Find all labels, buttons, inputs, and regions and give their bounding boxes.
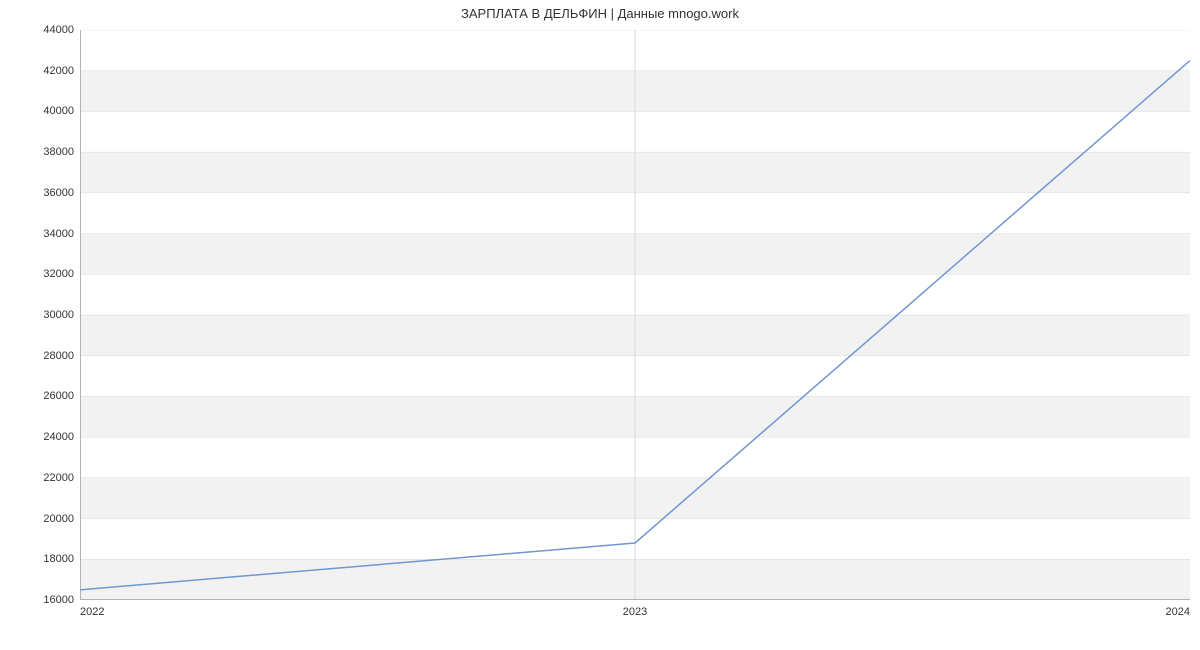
x-tick-label: 2023 <box>623 606 647 618</box>
y-tick-label: 26000 <box>43 390 74 402</box>
y-tick-label: 42000 <box>43 65 74 77</box>
y-tick-label: 20000 <box>43 513 74 525</box>
salary-chart: ЗАРПЛАТА В ДЕЛЬФИН | Данные mnogo.work 1… <box>0 0 1200 650</box>
y-tick-label: 18000 <box>43 553 74 565</box>
y-tick-label: 32000 <box>43 268 74 280</box>
y-tick-label: 28000 <box>43 350 74 362</box>
y-tick-label: 34000 <box>43 228 74 240</box>
y-tick-label: 40000 <box>43 105 74 117</box>
chart-title: ЗАРПЛАТА В ДЕЛЬФИН | Данные mnogo.work <box>0 6 1200 21</box>
plot-area: 1600018000200002200024000260002800030000… <box>80 30 1190 600</box>
x-tick-label: 2024 <box>1166 606 1190 618</box>
y-tick-label: 44000 <box>43 24 74 36</box>
y-tick-label: 36000 <box>43 187 74 199</box>
x-tick-label: 2022 <box>80 606 104 618</box>
y-tick-label: 38000 <box>43 146 74 158</box>
chart-svg <box>80 30 1190 600</box>
y-tick-label: 16000 <box>43 594 74 606</box>
y-tick-label: 30000 <box>43 309 74 321</box>
y-tick-label: 22000 <box>43 472 74 484</box>
y-tick-label: 24000 <box>43 431 74 443</box>
